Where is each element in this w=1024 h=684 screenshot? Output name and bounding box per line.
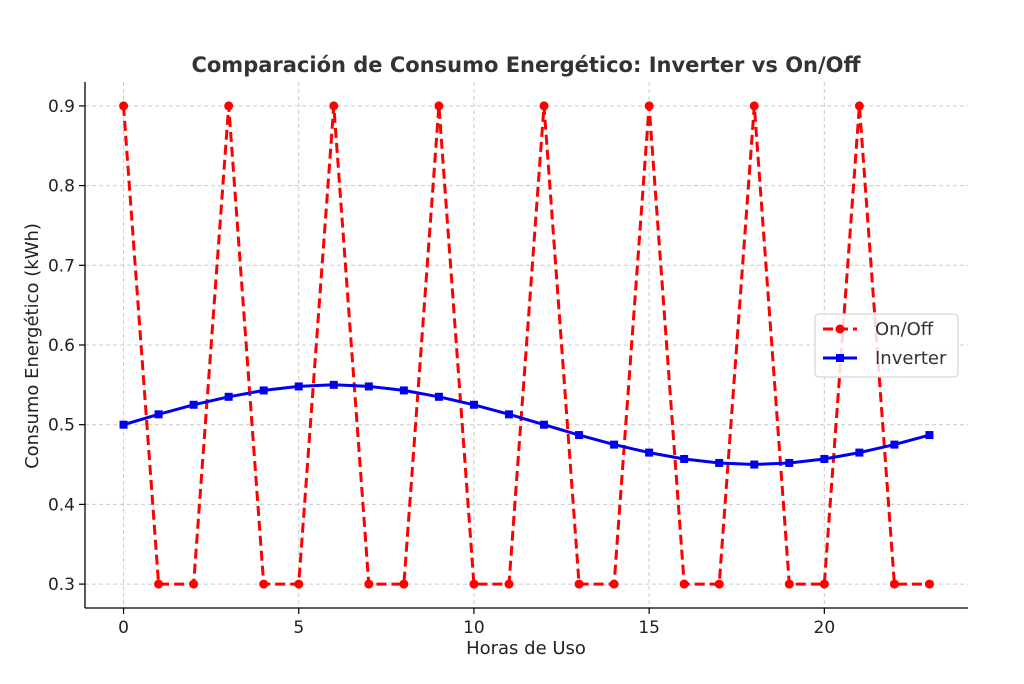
data-point-inverter	[364, 382, 373, 391]
y-tick-label: 0.3	[48, 575, 75, 595]
chart-title: Comparación de Consumo Energético: Inver…	[191, 53, 861, 77]
data-point-onoff	[854, 101, 864, 111]
data-point-onoff	[924, 579, 934, 589]
data-point-inverter	[224, 392, 233, 401]
data-point-inverter	[715, 458, 724, 467]
y-tick-label: 0.8	[48, 177, 75, 197]
data-point-onoff	[119, 101, 129, 111]
data-point-onoff	[504, 579, 514, 589]
data-point-inverter	[750, 460, 759, 469]
data-point-onoff	[469, 579, 479, 589]
data-point-inverter	[469, 400, 478, 409]
y-axis-label: Consumo Energético (kWh)	[22, 223, 43, 469]
legend: On/Off Inverter	[814, 313, 959, 378]
data-point-onoff	[434, 101, 444, 111]
data-point-onoff	[364, 579, 374, 589]
legend-label-inverter: Inverter	[875, 348, 947, 369]
data-point-onoff	[574, 579, 584, 589]
data-point-inverter	[645, 448, 654, 457]
series-line-inverter	[123, 383, 930, 466]
data-point-inverter	[680, 454, 689, 463]
data-point-onoff	[749, 101, 759, 111]
data-point-inverter	[259, 386, 268, 395]
data-point-inverter	[785, 458, 794, 467]
legend-marker-inverter	[836, 354, 844, 362]
y-tick-label: 0.4	[48, 495, 75, 515]
data-point-onoff	[609, 579, 619, 589]
data-point-onoff	[329, 101, 339, 111]
y-tick-label: 0.7	[48, 256, 75, 276]
legend-box	[814, 313, 959, 378]
x-tick-label: 10	[463, 618, 485, 638]
data-point-inverter	[329, 380, 338, 389]
grid-lines	[85, 82, 968, 608]
data-point-onoff	[189, 579, 199, 589]
series-line-on-off	[122, 104, 930, 586]
x-tick-label: 20	[814, 618, 836, 638]
tick-marks: 0 5 10 15 20 0.3 0.4 0.5 0.6 0.7 0.8 0.9	[48, 97, 835, 638]
data-point-inverter	[575, 431, 584, 440]
data-point-inverter	[820, 454, 829, 463]
legend-label-onoff: On/Off	[875, 319, 934, 340]
data-point-onoff	[259, 579, 269, 589]
data-point-onoff	[294, 579, 304, 589]
data-point-inverter	[855, 448, 864, 457]
y-tick-label: 0.5	[48, 416, 75, 436]
data-point-inverter	[434, 392, 443, 401]
x-tick-label: 15	[638, 618, 660, 638]
data-point-inverter	[119, 420, 128, 429]
data-point-inverter	[399, 386, 408, 395]
data-point-inverter	[154, 410, 163, 419]
data-point-onoff	[679, 579, 689, 589]
x-axis-label: Horas de Uso	[466, 638, 586, 659]
data-point-onoff	[889, 579, 899, 589]
data-point-onoff	[819, 579, 829, 589]
data-point-onoff	[644, 101, 654, 111]
x-tick-label: 0	[118, 618, 129, 638]
data-point-inverter	[610, 440, 619, 449]
data-point-inverter	[890, 440, 899, 449]
data-point-inverter	[189, 400, 198, 409]
y-tick-label: 0.6	[48, 336, 75, 356]
data-point-inverter	[504, 410, 513, 419]
data-point-onoff	[154, 579, 164, 589]
series-group	[119, 101, 934, 589]
data-point-onoff	[399, 579, 409, 589]
data-point-inverter	[540, 420, 549, 429]
y-tick-label: 0.9	[48, 97, 75, 117]
x-tick-label: 5	[293, 618, 304, 638]
data-point-onoff	[784, 579, 794, 589]
legend-marker-onoff	[835, 324, 845, 334]
data-point-inverter	[294, 382, 303, 391]
data-point-onoff	[714, 579, 724, 589]
data-point-onoff	[224, 101, 234, 111]
data-point-onoff	[539, 101, 549, 111]
data-point-inverter	[925, 431, 934, 440]
